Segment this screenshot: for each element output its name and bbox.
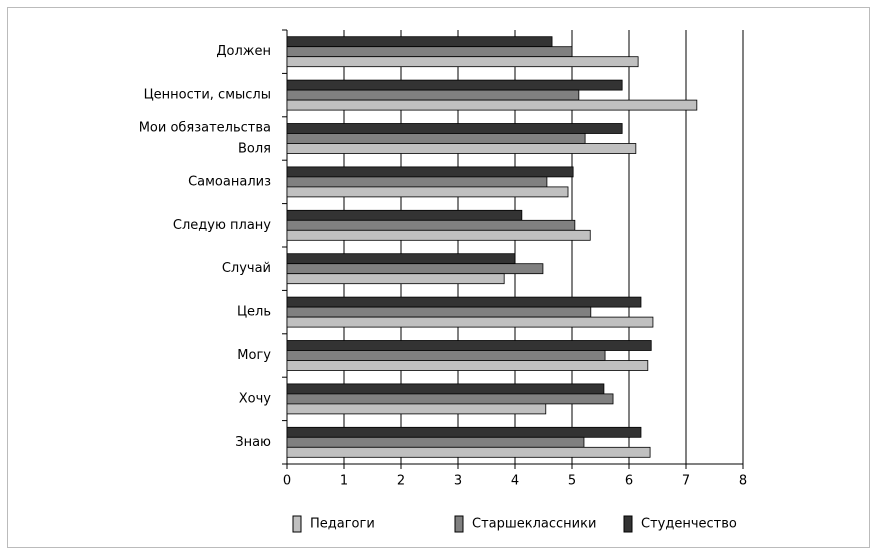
bar — [286, 56, 639, 68]
bar — [286, 209, 523, 221]
y-tick-label: Хочу — [239, 391, 272, 406]
bar — [286, 403, 547, 415]
bar — [286, 340, 652, 351]
legend-label: Студенчество — [641, 517, 737, 532]
legend-label: Педагоги — [310, 517, 375, 532]
y-tick-label: Цель — [237, 305, 271, 320]
x-tick-label: 5 — [568, 474, 576, 489]
bar — [286, 263, 544, 275]
bar — [286, 219, 576, 231]
bar — [286, 436, 585, 448]
bar — [286, 446, 651, 458]
y-tick-label: Знаю — [235, 435, 271, 450]
y-tick-label: Ценности, смыслы — [144, 88, 271, 103]
bar — [286, 393, 614, 405]
bar — [286, 176, 548, 188]
bar — [286, 186, 569, 198]
x-tick-label: 3 — [454, 474, 462, 489]
x-tick-label: 7 — [682, 474, 690, 489]
bar — [286, 426, 642, 438]
x-tick-label: 6 — [625, 474, 633, 489]
x-tick-label: 1 — [340, 474, 348, 489]
y-tick-label: Мои обязательства — [139, 121, 271, 136]
frame — [7, 7, 870, 548]
legend-label: Старшеклассники — [472, 517, 596, 532]
legend-swatch — [292, 515, 302, 533]
bar — [286, 143, 637, 154]
x-tick-label: 8 — [739, 474, 747, 489]
y-tick-label: Должен — [216, 44, 271, 59]
bar — [286, 306, 592, 318]
bar — [286, 253, 516, 265]
bar — [286, 46, 573, 58]
bar — [286, 133, 586, 144]
bar — [286, 89, 580, 101]
bar — [286, 99, 698, 111]
legend-swatch — [623, 515, 633, 533]
bar — [286, 79, 623, 91]
bar — [286, 229, 591, 241]
bar — [286, 123, 623, 134]
bar — [286, 166, 574, 178]
legend-swatch — [454, 515, 464, 533]
x-tick-label: 2 — [397, 474, 405, 489]
y-tick-label: Могу — [237, 348, 271, 363]
y-tick-label: Случай — [222, 261, 271, 276]
bar — [286, 296, 642, 308]
bar — [286, 316, 654, 328]
y-tick-label: Следую плану — [173, 218, 271, 233]
bar — [286, 350, 606, 361]
bar — [286, 383, 605, 395]
y-tick-label: Самоанализ — [188, 174, 271, 189]
x-tick-label: 4 — [511, 474, 519, 489]
bar — [286, 273, 505, 285]
x-tick-label: 0 — [283, 474, 291, 489]
y-tick-label: Воля — [238, 142, 271, 157]
bar — [286, 360, 649, 371]
bar — [286, 36, 553, 48]
